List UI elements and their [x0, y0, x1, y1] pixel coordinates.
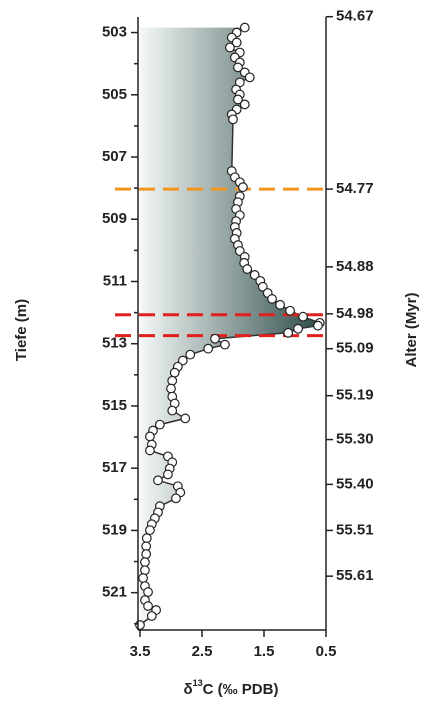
data-point	[285, 305, 295, 316]
y-tick-label: 511	[103, 272, 127, 289]
data-point	[145, 525, 155, 536]
data-point	[298, 311, 308, 322]
y-tick-label: 507	[102, 148, 127, 165]
x-tick-label: 2.5	[192, 643, 213, 660]
y2-tick-label: 54.88	[336, 258, 374, 275]
x-label-rest: C (‰ PDB)	[203, 681, 279, 698]
data-point	[146, 611, 157, 621]
y-axis-label: Tiefe (m)	[13, 299, 30, 361]
data-point	[166, 383, 176, 394]
data-point	[162, 469, 173, 480]
y-tick-label: 505	[102, 86, 127, 103]
data-point	[141, 549, 152, 559]
data-point	[143, 601, 153, 611]
y2-tick-label: 55.51	[336, 521, 374, 538]
data-point	[228, 114, 238, 125]
x-axis-label: δ13C (‰ PDB)	[184, 678, 279, 698]
x-label-sup: 13	[193, 678, 203, 688]
x-tick-label: 3.5	[130, 643, 151, 660]
y2-tick-label: 55.09	[336, 340, 374, 357]
data-point	[185, 349, 196, 360]
data-point	[244, 72, 255, 83]
data-point	[231, 37, 242, 48]
y-tick-label: 515	[102, 397, 127, 414]
y2-tick-label: 55.61	[336, 567, 374, 584]
y2-tick-label: 55.30	[336, 431, 374, 448]
data-point	[233, 94, 243, 105]
data-point	[313, 320, 323, 331]
x-tick-label: 1.5	[254, 643, 275, 660]
data-point	[257, 281, 268, 292]
data-point	[239, 99, 250, 110]
data-point	[145, 445, 155, 456]
y2-tick-label: 55.19	[336, 387, 374, 404]
y2-tick-label: 54.67	[336, 8, 374, 25]
x-tick-label: 0.5	[316, 643, 337, 660]
data-point	[220, 339, 230, 350]
data-point	[238, 182, 248, 193]
data-point	[275, 299, 286, 310]
data-point	[167, 405, 178, 416]
y-tick-label: 503	[102, 24, 127, 41]
data-point	[140, 557, 150, 568]
data-point	[177, 355, 188, 366]
y-tick-label: 521	[102, 584, 127, 601]
data-point	[249, 270, 260, 280]
data-point	[140, 565, 150, 576]
y2-tick-label: 55.40	[336, 475, 374, 492]
data-point	[210, 333, 220, 344]
y2-tick-label: 54.77	[336, 180, 374, 197]
y-tick-label: 513	[102, 335, 127, 352]
y-tick-label: 519	[102, 521, 127, 538]
data-point	[267, 294, 277, 304]
data-point	[169, 367, 180, 378]
data-point	[138, 573, 149, 583]
data-point	[135, 620, 145, 630]
data-point	[180, 413, 191, 424]
y2-tick-label: 54.98	[336, 305, 374, 322]
data-point	[143, 587, 153, 597]
x-label-symbol: δ	[184, 681, 193, 698]
data-point	[203, 343, 214, 354]
y2-axis-label: Alter (Myr)	[403, 292, 420, 367]
data-point	[242, 264, 253, 274]
y-tick-label: 517	[102, 459, 127, 476]
data-point	[224, 42, 235, 53]
data-point	[141, 533, 152, 544]
data-point	[167, 375, 178, 386]
area-fill	[140, 27, 320, 626]
data-point	[153, 475, 163, 486]
data-point	[145, 431, 155, 442]
y-tick-label: 509	[102, 210, 127, 227]
data-point	[171, 493, 181, 504]
data-point	[239, 22, 250, 33]
data-point	[233, 62, 243, 73]
data-point	[283, 327, 294, 338]
data-point	[154, 419, 165, 430]
data-point	[293, 323, 304, 334]
